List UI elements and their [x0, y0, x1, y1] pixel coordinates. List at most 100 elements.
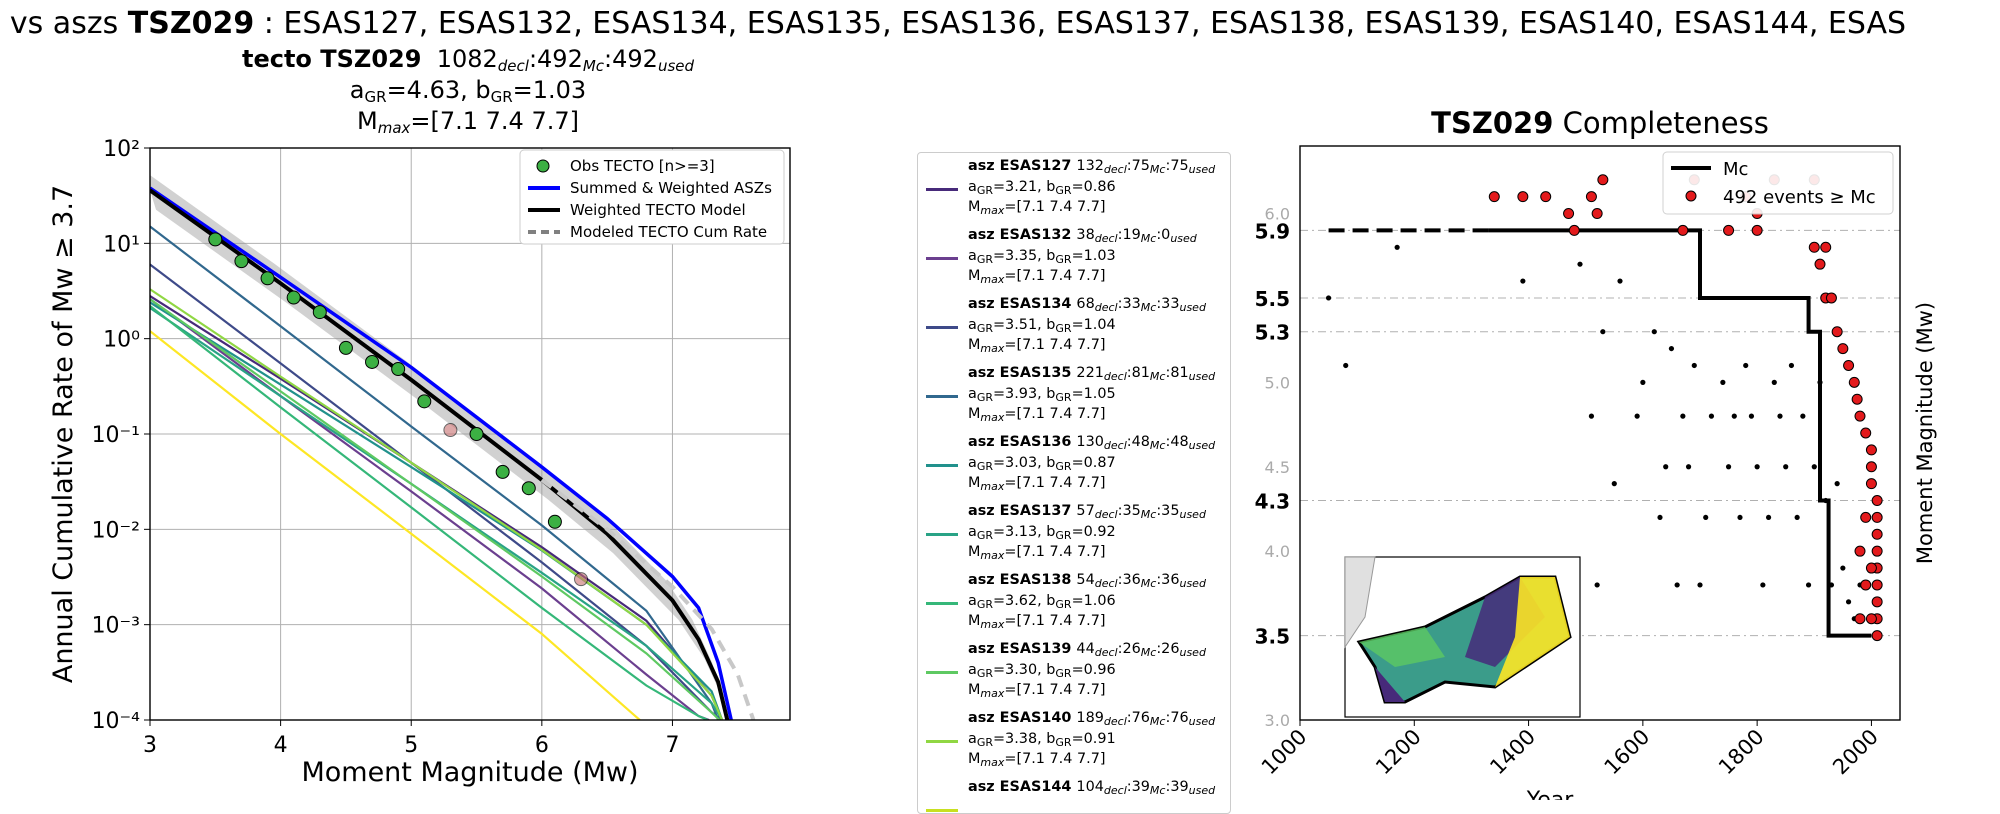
asz-legend-swatch — [926, 326, 958, 329]
event-below-mc — [1680, 413, 1686, 419]
event-above-mc — [1848, 376, 1860, 388]
event-below-mc — [1748, 413, 1755, 419]
event-below-mc — [1600, 329, 1606, 335]
event-above-mc — [1814, 258, 1826, 270]
series-line-esas132 — [150, 298, 710, 720]
asz-legend-line1: asz ESAS139 44decl:26Mc:26used — [968, 641, 1206, 659]
event-below-mc — [1697, 582, 1703, 588]
observed-point — [286, 290, 301, 305]
y-tick-label-minor: 4.5 — [1265, 458, 1290, 477]
asz-legend-text: asz ESAS139 44decl:26Mc:26used aGR=3.30, … — [968, 639, 1206, 701]
event-below-mc — [1731, 413, 1737, 419]
inset-map-subzone — [1359, 627, 1445, 667]
observed-point — [338, 340, 353, 355]
left-title-decl-sub: decl — [497, 57, 529, 75]
event-below-mc — [1703, 514, 1709, 521]
y-tick-label: 10⁻³ — [92, 614, 140, 639]
observed-point — [547, 514, 562, 529]
series-line-esas137 — [150, 307, 724, 720]
inset-map-subzone — [1375, 667, 1405, 702]
chart-legend-box — [519, 149, 785, 245]
legend-label: Summed & Weighted ASZs — [570, 179, 772, 197]
y-tick-label: 10¹ — [103, 232, 140, 257]
event-below-mc — [1668, 345, 1675, 352]
asz-legend-line3: Mmax=[7.1 7.4 7.7] — [968, 751, 1106, 769]
figure-suptitle: o vs aszs TSZ029 : ESAS127, ESAS132, ESA… — [0, 6, 1906, 41]
y-tick-label: 10⁰ — [103, 328, 140, 353]
asz-legend-line2: aGR=3.38, bGR=0.91 — [968, 730, 1116, 749]
y-tick-label-bold: 5.3 — [1255, 321, 1290, 345]
event-above-mc — [1865, 613, 1877, 625]
asz-legend-swatch — [926, 740, 958, 743]
asz-legend-item: asz ESAS144 104decl:39Mc:39used — [918, 774, 1230, 813]
asz-legend-line2: aGR=3.93, bGR=1.05 — [968, 385, 1116, 404]
left-title-nused: :492 — [604, 45, 658, 73]
observed-point — [495, 464, 510, 479]
event-above-mc — [1865, 461, 1877, 473]
y-tick-label: 10⁻² — [92, 518, 140, 543]
event-below-mc — [1817, 379, 1823, 385]
asz-legend-line3: Mmax=[7.1 7.4 7.7] — [968, 475, 1106, 493]
series-line-esas140 — [150, 288, 724, 720]
y-tick-label-bold: 5.5 — [1255, 287, 1290, 311]
asz-legend-item: asz ESAS140 189decl:76Mc:76used aGR=3.38,… — [918, 705, 1230, 774]
completeness-chart: 1000 1200 1400 1600 1800 2000 Year 3.0 4.0 4.5 5.0… — [1255, 145, 1937, 800]
left-title-line3: Mmax=[7.1 7.4 7.7] — [148, 106, 788, 137]
asz-legend-swatch — [926, 602, 958, 605]
event-below-mc — [1720, 379, 1726, 385]
b-value: =1.03 — [512, 76, 587, 104]
right-title-zone: TSZ029 — [1431, 106, 1554, 140]
event-above-mc — [1585, 191, 1597, 203]
series-line-esas139 — [150, 298, 721, 720]
event-above-mc — [1871, 596, 1883, 608]
event-above-mc — [1871, 545, 1883, 557]
asz-legend-item: asz ESAS138 54decl:36Mc:36used aGR=3.62, … — [918, 567, 1230, 636]
asz-legend-text: asz ESAS136 130decl:48Mc:48used aGR=3.03,… — [968, 432, 1215, 494]
x-tick-label: 7 — [665, 733, 679, 758]
asz-legend-line2: aGR=3.03, bGR=0.87 — [968, 454, 1116, 473]
asz-legend-line3: Mmax=[7.1 7.4 7.7] — [968, 682, 1106, 700]
event-above-mc — [1488, 191, 1500, 203]
asz-legend-item: asz ESAS132 38decl:19Mc:0used aGR=3.35, b… — [918, 222, 1230, 291]
event-below-mc — [1794, 514, 1800, 521]
left-title-zone: tecto TSZ029 — [241, 45, 422, 73]
event-above-mc — [1723, 224, 1735, 236]
asz-legend-line2: aGR=3.51, bGR=1.04 — [968, 316, 1116, 335]
asz-legend-line3: Mmax=[7.1 7.4 7.7] — [968, 544, 1106, 562]
x-tick-label: 4 — [274, 733, 288, 758]
asz-legend: asz ESAS127 132decl:75Mc:75used aGR=3.21,… — [917, 152, 1231, 814]
asz-legend-swatch — [926, 533, 958, 536]
x-axis-label: Year — [1526, 788, 1575, 800]
asz-legend-item: asz ESAS134 68decl:33Mc:33used aGR=3.51, … — [918, 291, 1230, 360]
event-below-mc — [1577, 261, 1583, 267]
right-title-rest: Completeness — [1553, 106, 1769, 140]
event-above-mc — [1854, 545, 1866, 557]
event-below-mc — [1594, 582, 1600, 588]
event-above-mc — [1871, 511, 1883, 523]
asz-legend-text: asz ESAS127 132decl:75Mc:75used aGR=3.21,… — [968, 156, 1215, 218]
event-below-mc — [1834, 481, 1840, 487]
y-tick-label-minor: 3.0 — [1265, 711, 1290, 730]
event-above-mc — [1865, 444, 1877, 456]
model-uncertainty-band — [150, 175, 729, 720]
event-below-mc — [1743, 362, 1749, 369]
event-below-mc — [1617, 278, 1623, 284]
y-tick-label: 10² — [103, 137, 140, 162]
y-tick-label-minor: 5.0 — [1265, 373, 1290, 392]
asz-legend-item: asz ESAS127 132decl:75Mc:75used aGR=3.21,… — [918, 153, 1230, 222]
event-below-mc — [1634, 413, 1640, 419]
left-title-line1: tecto TSZ029 1082decl:492Mc:492used — [148, 44, 788, 75]
event-below-mc — [1811, 464, 1817, 470]
event-above-mc — [1860, 427, 1872, 439]
event-below-mc — [1588, 413, 1595, 419]
event-below-mc — [1685, 464, 1692, 470]
x-tick-label: 6 — [535, 733, 549, 758]
event-above-mc — [1808, 241, 1820, 253]
asz-legend-text: asz ESAS135 221decl:81Mc:81used aGR=3.93,… — [968, 363, 1215, 425]
suptitle-aszs: : ESAS127, ESAS132, ESAS134, ESAS135, ES… — [254, 6, 1907, 41]
x-tick-label: 1000 — [1257, 725, 1312, 780]
x-tick-label: 1200 — [1371, 725, 1426, 780]
left-title-ndecl: 1082 — [436, 45, 498, 73]
asz-legend-line2: aGR=3.13, bGR=0.92 — [968, 523, 1116, 542]
asz-legend-line1: asz ESAS138 54decl:36Mc:36used — [968, 572, 1206, 590]
